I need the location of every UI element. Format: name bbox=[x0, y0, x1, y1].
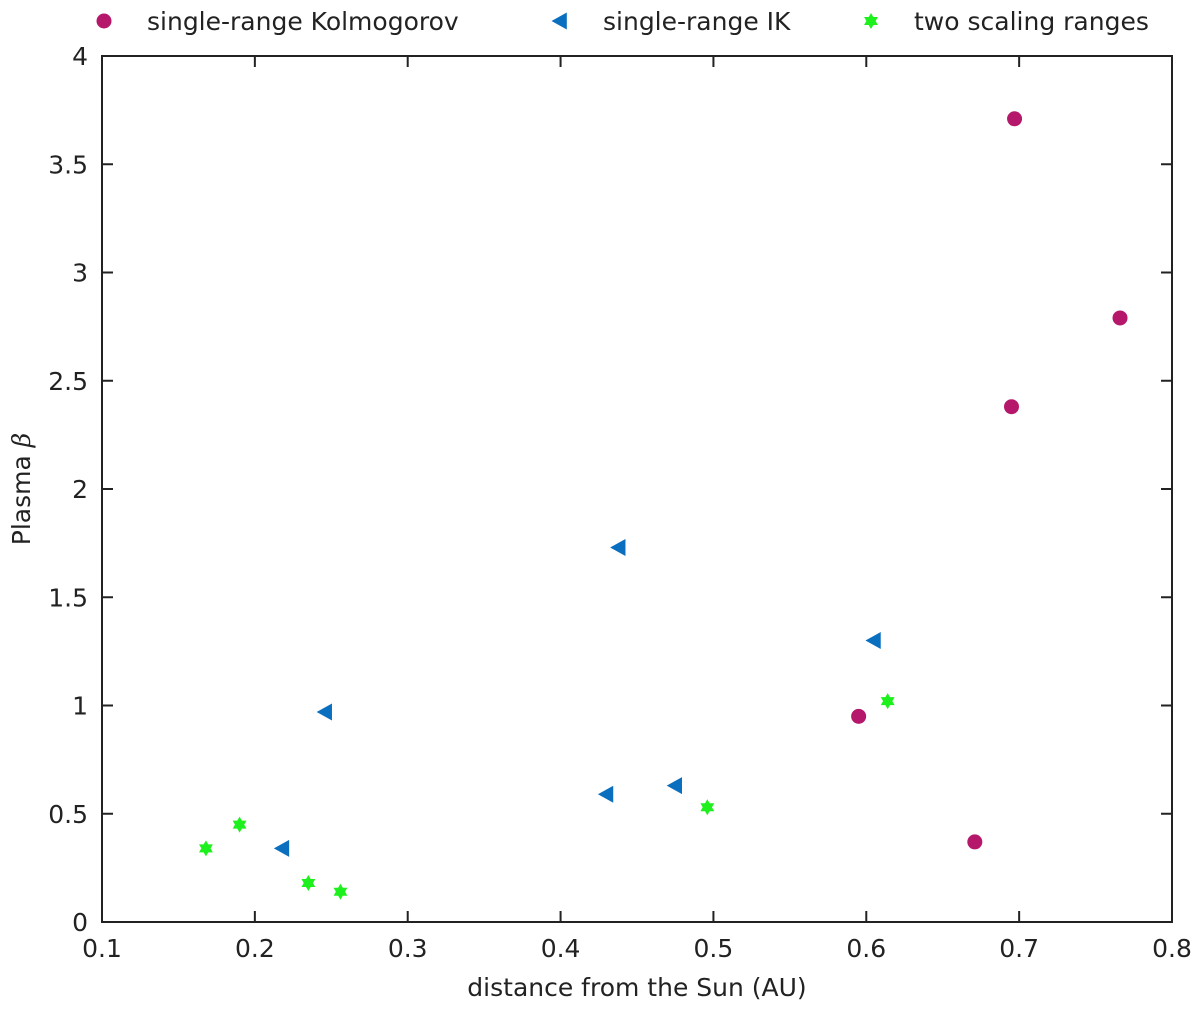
data-point bbox=[232, 816, 247, 833]
x-tick-label: 0.2 bbox=[235, 934, 275, 963]
legend-label: two scaling ranges bbox=[914, 7, 1149, 36]
y-tick-label: 2.5 bbox=[48, 367, 88, 396]
data-point bbox=[967, 834, 983, 850]
x-tick-label: 0.7 bbox=[999, 934, 1039, 963]
data-point bbox=[199, 840, 213, 857]
y-tick-label: 3.5 bbox=[48, 150, 88, 179]
data-point bbox=[273, 839, 290, 857]
y-tick-label: 2 bbox=[72, 475, 88, 504]
axis-ticks: 0.1 0.2 0.3 0.4 0.5 0.6 0.7 0.8 0 0.5 1 1.5 2 2.5 3 3.5… bbox=[48, 42, 1192, 963]
data-point bbox=[333, 883, 348, 900]
data-point bbox=[316, 703, 332, 721]
data-point bbox=[301, 875, 316, 892]
y-tick-label: 3 bbox=[72, 259, 88, 288]
legend-marker bbox=[96, 13, 112, 29]
legend-label: single-range Kolmogorov bbox=[147, 7, 459, 36]
data-point bbox=[666, 777, 683, 795]
axes-frame bbox=[101, 55, 1173, 923]
y-axis-label-symbol: β bbox=[7, 433, 36, 448]
legend-marker bbox=[551, 12, 567, 30]
x-tick-label: 0.8 bbox=[1152, 934, 1192, 963]
data-point bbox=[597, 785, 614, 803]
x-tick-label: 0.1 bbox=[82, 934, 122, 963]
legend-label: single-range IK bbox=[603, 7, 791, 36]
legend-marker bbox=[864, 13, 878, 29]
y-tick-label: 0 bbox=[72, 908, 88, 937]
data-point bbox=[880, 693, 895, 710]
y-axis-label-text: Plasma bbox=[7, 455, 36, 545]
y-axis-label: Plasma β bbox=[7, 433, 36, 545]
legend: single-range Kolmogorov single-range IK tw… bbox=[96, 7, 1149, 36]
x-tick-label: 0.4 bbox=[541, 934, 581, 963]
data-point bbox=[851, 708, 867, 724]
x-axis-label: distance from the Sun (AU) bbox=[467, 973, 806, 1002]
y-tick-label: 1.5 bbox=[48, 583, 88, 612]
data-markers bbox=[199, 111, 1128, 900]
y-tick-label: 4 bbox=[72, 42, 88, 71]
x-tick-label: 0.3 bbox=[388, 934, 428, 963]
data-point bbox=[1004, 399, 1019, 415]
x-tick-label: 0.5 bbox=[694, 934, 734, 963]
data-point bbox=[1112, 310, 1128, 326]
y-tick-label: 0.5 bbox=[48, 800, 88, 829]
data-point bbox=[610, 538, 626, 556]
data-point bbox=[865, 632, 881, 650]
y-tick-label: 1 bbox=[72, 692, 88, 721]
data-point bbox=[1007, 111, 1023, 127]
x-tick-label: 0.6 bbox=[846, 934, 886, 963]
data-point bbox=[700, 799, 715, 816]
